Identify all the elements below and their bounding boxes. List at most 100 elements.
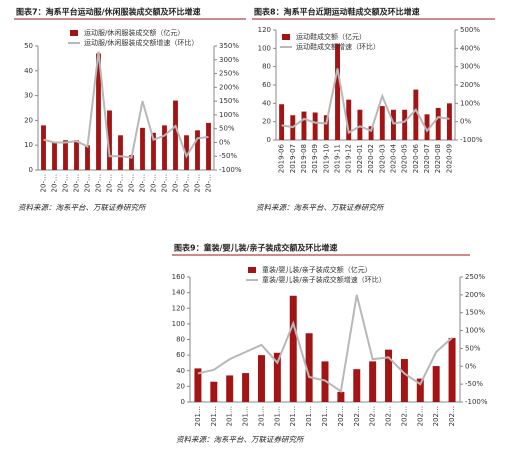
bar bbox=[140, 127, 145, 170]
bar bbox=[273, 352, 281, 402]
line bbox=[281, 68, 450, 135]
bar bbox=[446, 103, 452, 140]
legend-label: 运动鞋成交额增速（环比） bbox=[296, 42, 380, 51]
bar bbox=[391, 109, 396, 140]
legend-label: 运动服/休闲服装成交额（亿元） bbox=[84, 28, 184, 37]
bar bbox=[368, 126, 374, 140]
x-tick-label: 2020-06 bbox=[412, 143, 420, 173]
y2-tick-label: -100% bbox=[465, 398, 488, 406]
bar bbox=[162, 125, 167, 170]
bar bbox=[335, 43, 340, 140]
chart-title: 图表7：淘系平台运动服/休闲服装成交额及环比增速 bbox=[16, 7, 201, 17]
bar bbox=[424, 114, 430, 140]
y-tick-label: 0 bbox=[29, 166, 33, 174]
y2-tick-label: 350% bbox=[219, 42, 239, 50]
x-tick-label: 202… bbox=[353, 406, 361, 426]
bar bbox=[74, 140, 79, 170]
y-tick-label: 20 bbox=[176, 382, 185, 390]
y-tick-label: 100 bbox=[172, 320, 185, 328]
bar bbox=[353, 369, 361, 402]
y-tick-label: 60 bbox=[176, 351, 185, 359]
chart-title: 图表9：童装/婴儿装/亲子装成交额及环比增速 bbox=[174, 243, 337, 253]
x-tick-label: 2020-08 bbox=[434, 144, 442, 173]
legend-label: 童装/婴儿装/亲子装成交额（亿元） bbox=[262, 265, 372, 274]
y2-tick-label: 200% bbox=[465, 291, 485, 299]
y-tick-label: 60 bbox=[262, 81, 271, 89]
y2-tick-label: 500% bbox=[460, 26, 480, 34]
x-tick-label: 202… bbox=[337, 406, 345, 426]
y-tick-label: 40 bbox=[176, 367, 185, 375]
x-tick-label: 2019-07 bbox=[289, 144, 297, 173]
source: 资料来源：淘系平台、万联证券研究所 bbox=[176, 435, 305, 444]
x-tick-label: 20-… bbox=[95, 174, 103, 192]
legend-label: 运动鞋成交额（亿元） bbox=[296, 32, 366, 41]
x-tick-label: 2019-11 bbox=[334, 144, 342, 173]
y-tick-label: 80 bbox=[262, 63, 271, 71]
x-tick-label: 202… bbox=[369, 406, 377, 426]
bar bbox=[323, 115, 329, 140]
y2-tick-label: 200% bbox=[460, 81, 480, 89]
bar bbox=[129, 155, 134, 170]
y2-tick-label: 50% bbox=[465, 344, 481, 352]
x-tick-label: 20-… bbox=[51, 174, 59, 192]
x-tick-label: 201… bbox=[226, 406, 234, 426]
bar bbox=[279, 104, 285, 140]
y2-tick-label: -100% bbox=[219, 166, 242, 174]
x-tick-label: 202… bbox=[432, 406, 440, 426]
source: 资料来源：淘系平台、万联证券研究所 bbox=[18, 203, 147, 212]
x-tick-label: 2020-01 bbox=[356, 144, 364, 173]
bar bbox=[226, 375, 234, 402]
x-tick-label: 2020-03 bbox=[378, 144, 386, 173]
bar bbox=[107, 110, 112, 170]
bar bbox=[402, 109, 408, 140]
x-tick-label: 2020-05 bbox=[401, 144, 409, 173]
y2-tick-label: 0% bbox=[465, 362, 476, 370]
x-tick-label: 2019-12 bbox=[345, 144, 353, 173]
y-tick-label: 20 bbox=[262, 118, 271, 126]
y2-tick-label: 100% bbox=[219, 111, 239, 119]
y-tick-label: 0 bbox=[267, 136, 271, 144]
bar bbox=[118, 135, 123, 170]
bar bbox=[41, 125, 46, 170]
x-tick-label: 20-… bbox=[128, 174, 136, 192]
x-tick-label: 201… bbox=[242, 406, 250, 426]
y2-tick-label: -50% bbox=[465, 380, 483, 388]
source: 资料来源：淘系平台、万联证券研究所 bbox=[256, 203, 385, 212]
y2-tick-label: 0% bbox=[219, 138, 230, 146]
x-tick-label: 201… bbox=[273, 406, 281, 426]
y2-tick-label: 250% bbox=[465, 273, 485, 281]
bar bbox=[210, 381, 218, 402]
y2-tick-label: -100% bbox=[460, 136, 483, 144]
x-tick-label: 2020-02 bbox=[367, 144, 375, 173]
x-tick-label: 20-… bbox=[62, 174, 70, 192]
x-tick-label: 20-… bbox=[150, 174, 158, 192]
bar bbox=[52, 142, 57, 170]
x-tick-label: 201… bbox=[289, 406, 297, 426]
bar bbox=[337, 391, 345, 402]
bar bbox=[289, 295, 297, 402]
y2-tick-label: 300% bbox=[219, 56, 239, 64]
bar bbox=[151, 132, 156, 170]
bar bbox=[195, 130, 200, 170]
x-tick-label: 2020-09 bbox=[445, 144, 453, 173]
bar bbox=[413, 89, 419, 140]
x-tick-label: 20-… bbox=[194, 174, 202, 192]
y2-tick-label: 150% bbox=[219, 97, 239, 105]
y-tick-label: 30 bbox=[24, 92, 33, 100]
x-tick-label: 2020-04 bbox=[389, 143, 397, 173]
x-tick-label: 201… bbox=[321, 406, 329, 426]
line bbox=[197, 294, 453, 393]
x-tick-label: 20-… bbox=[40, 174, 48, 192]
x-tick-label: 2019-06 bbox=[278, 143, 286, 173]
y2-tick-label: 300% bbox=[460, 63, 480, 71]
y-tick-label: 10 bbox=[24, 141, 33, 149]
x-tick-label: 2020-07 bbox=[423, 144, 431, 173]
x-tick-label: 2019-10 bbox=[322, 144, 330, 173]
legend-swatch bbox=[70, 30, 78, 36]
x-tick-label: 20-… bbox=[183, 174, 191, 192]
line bbox=[43, 51, 209, 159]
bar bbox=[206, 122, 211, 170]
y2-tick-label: 100% bbox=[460, 99, 480, 107]
legend-label: 童装/婴儿装/亲子装成交额增速（环比） bbox=[262, 275, 386, 284]
y-tick-label: 50 bbox=[24, 42, 33, 50]
